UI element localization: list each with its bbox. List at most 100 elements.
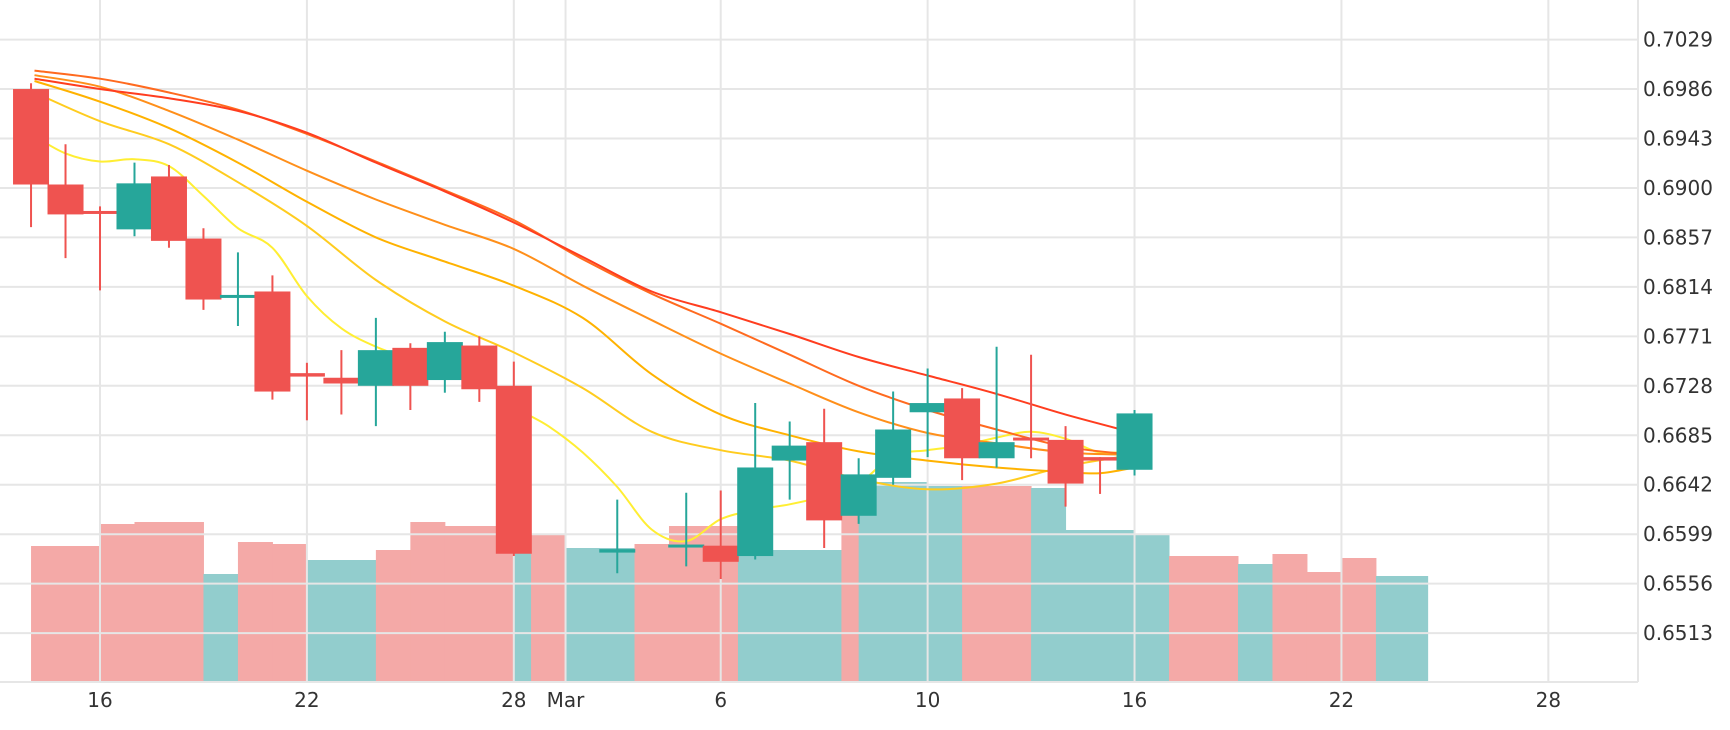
candle-down — [1082, 457, 1119, 494]
candle-down — [944, 388, 981, 481]
volume-bar — [1341, 558, 1377, 682]
candle-body — [150, 176, 187, 241]
candle-body — [909, 403, 946, 413]
moving-average-line — [34, 80, 1135, 475]
candle-body — [1013, 437, 1050, 441]
candle-body — [392, 347, 429, 386]
y-tick-label: 0.6771 — [1643, 324, 1713, 348]
candle-down — [323, 350, 360, 415]
volume-bar — [100, 524, 135, 682]
candle-body — [495, 385, 532, 554]
y-tick-label: 0.6857 — [1643, 225, 1713, 249]
candle-up — [1116, 409, 1153, 476]
candle-body — [806, 442, 843, 521]
y-tick-label: 0.6943 — [1643, 126, 1713, 150]
candle-body — [1082, 457, 1119, 461]
candle-body — [13, 89, 50, 185]
candle-down — [150, 164, 187, 248]
y-tick-label: 0.6900 — [1643, 176, 1713, 200]
volume-bar — [237, 542, 273, 682]
volume-bar — [31, 546, 101, 682]
candle-body — [47, 184, 84, 215]
candle-down — [702, 490, 739, 580]
candle-body — [1116, 413, 1153, 470]
volume-bar — [306, 560, 377, 682]
y-tick-label: 0.6599 — [1643, 522, 1713, 546]
candle-up — [909, 368, 946, 458]
candle-up — [875, 391, 912, 485]
volume-bar — [203, 574, 239, 682]
candle-up — [357, 317, 394, 427]
candle-body — [254, 291, 291, 392]
volume-bar — [1065, 530, 1136, 682]
candle-body — [426, 342, 463, 381]
y-tick-label: 0.6556 — [1643, 572, 1713, 596]
volume-bar — [841, 500, 860, 682]
candle-body — [944, 398, 981, 459]
candle-body — [771, 445, 808, 461]
volume-bar — [737, 550, 773, 682]
volume-bar — [565, 548, 636, 682]
x-tick-label: 16 — [87, 688, 112, 712]
volume-bar — [1031, 488, 1067, 682]
volume-bar — [772, 550, 842, 682]
candle-down — [47, 144, 84, 259]
volume-bar — [634, 544, 670, 682]
candle-up — [840, 458, 877, 524]
candle-body — [840, 474, 877, 516]
candle-body — [461, 345, 498, 390]
candle-up — [426, 331, 463, 393]
candle-down — [1047, 426, 1084, 507]
x-tick-label: 28 — [1536, 688, 1561, 712]
axes: 0.7029 0.6986 0.6943 0.6900 0.6857 0.6814 0.67… — [0, 0, 1713, 712]
candle-up — [771, 421, 808, 500]
moving-average-line — [34, 77, 1135, 434]
candle-body — [668, 544, 705, 548]
candle-body — [82, 210, 119, 214]
candle-body — [737, 467, 774, 557]
x-tick-label: 28 — [501, 688, 526, 712]
candles — [13, 83, 1153, 580]
candle-up — [668, 492, 705, 567]
candle-down — [1013, 354, 1050, 459]
x-tick-label: 10 — [915, 688, 940, 712]
candle-up — [599, 499, 636, 574]
candle-down — [495, 361, 532, 557]
candle-down — [806, 408, 843, 548]
candle-body — [288, 373, 325, 377]
y-tick-label: 0.6513 — [1643, 621, 1713, 645]
candle-body — [702, 545, 739, 562]
volume-bar — [1237, 564, 1273, 682]
volume-bar — [410, 522, 446, 682]
volume-bar — [1306, 572, 1342, 682]
y-tick-label: 0.6685 — [1643, 423, 1713, 447]
moving-average-line — [34, 91, 1135, 491]
volume-bar — [513, 530, 532, 682]
y-tick-label: 0.6986 — [1643, 77, 1713, 101]
candle-body — [599, 549, 636, 553]
volume-bar — [375, 550, 411, 682]
x-tick-label: Mar — [547, 688, 586, 712]
candle-down — [82, 206, 119, 291]
x-tick-label: 22 — [1329, 688, 1354, 712]
candle-down — [185, 228, 222, 310]
y-tick-label: 0.7029 — [1643, 28, 1713, 52]
candle-down — [461, 336, 498, 402]
y-tick-label: 0.6814 — [1643, 275, 1713, 299]
y-tick-label: 0.6728 — [1643, 374, 1713, 398]
candle-up — [219, 252, 256, 326]
candle-body — [875, 429, 912, 478]
candle-up — [737, 403, 774, 560]
candle-down — [288, 362, 325, 421]
candle-body — [185, 238, 222, 300]
moving-average-line — [34, 135, 1135, 543]
candle-down — [254, 275, 291, 400]
volume-bars — [31, 482, 1429, 682]
candle-body — [978, 442, 1015, 459]
y-tick-label: 0.6642 — [1643, 473, 1713, 497]
moving-average-lines — [34, 69, 1135, 543]
x-tick-label: 22 — [294, 688, 319, 712]
volume-bar — [272, 544, 308, 682]
